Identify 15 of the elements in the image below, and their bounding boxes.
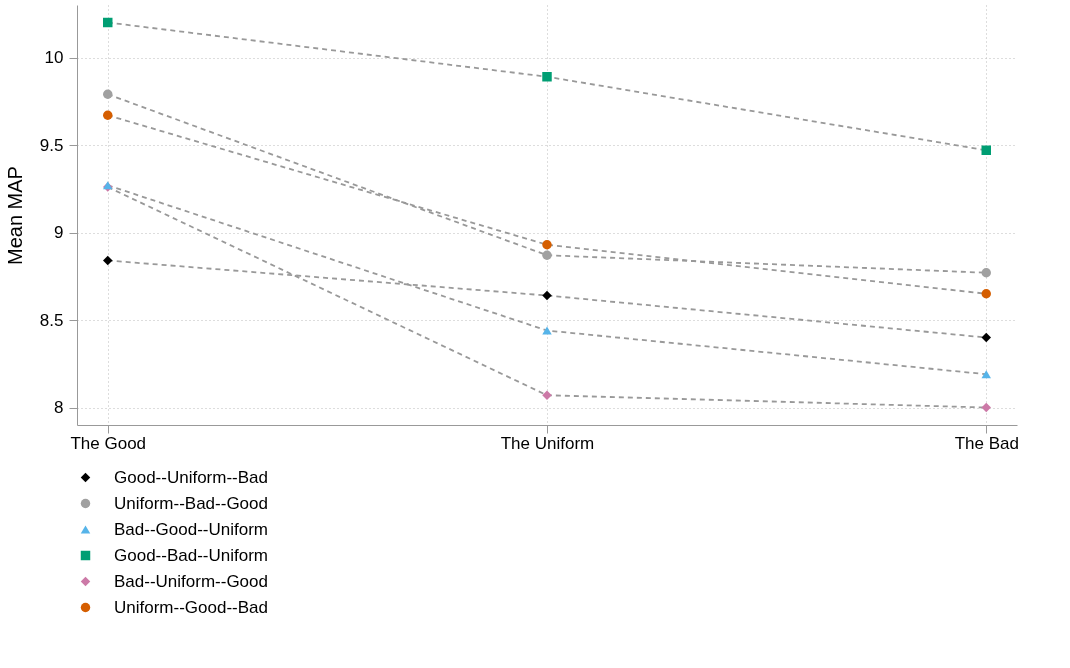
legend-label: Uniform--Good--Bad (114, 597, 268, 617)
y-axis-title: Mean MAP (3, 166, 26, 265)
x-tick-label: The Bad (954, 433, 1019, 453)
y-tick-label: 8.5 (39, 310, 64, 330)
legend-label: Bad--Good--Uniform (114, 519, 268, 539)
y-tick-label: 8 (54, 398, 64, 417)
legend-label: Uniform--Bad--Good (114, 493, 268, 513)
x-tick-label: The Good (70, 433, 147, 453)
y-tick-label: 10 (44, 48, 64, 67)
legend-label: Good--Uniform--Bad (114, 467, 268, 487)
legend-label: Good--Bad--Uniform (114, 545, 268, 565)
x-tick-label: The Uniform (500, 433, 595, 453)
y-tick-label: 9.5 (39, 135, 64, 155)
legend-label: Bad--Uniform--Good (114, 571, 268, 591)
y-tick-label: 9 (54, 223, 64, 242)
